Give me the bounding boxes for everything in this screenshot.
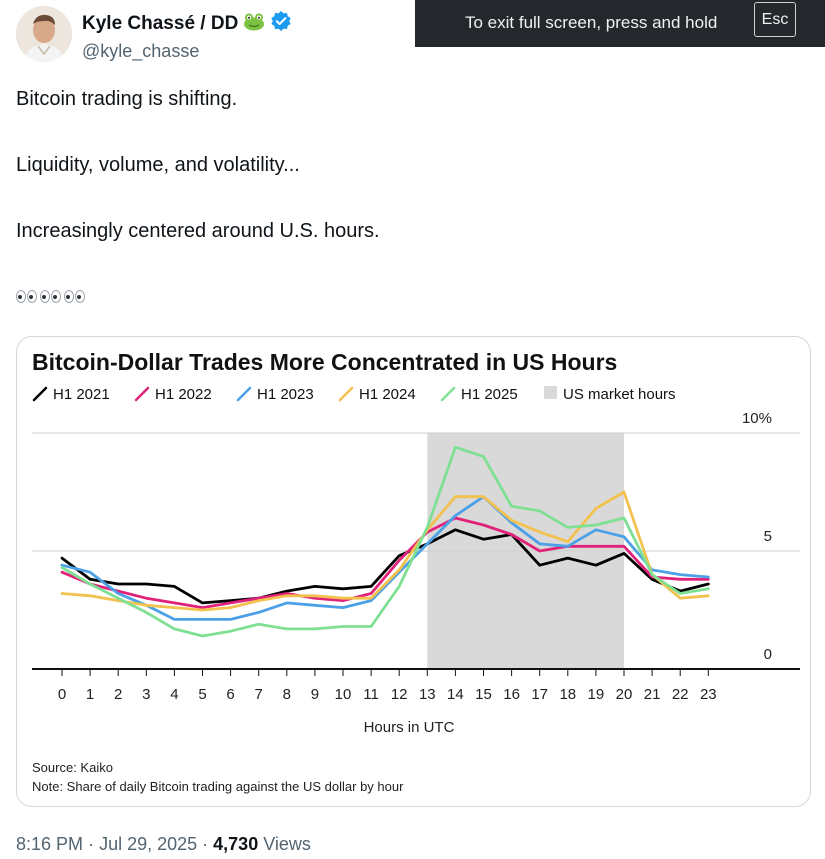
series-line-h1-2023 xyxy=(60,495,710,621)
x-tick-label: 2 xyxy=(114,686,122,703)
eyes-emoji-row xyxy=(16,290,85,303)
series-line-h1-2022 xyxy=(60,516,710,610)
chart-image-card[interactable]: Bitcoin-Dollar Trades More Concentrated … xyxy=(16,336,811,807)
tweet-header: Kyle Chassé / DD @kyle_chasse xyxy=(16,6,436,66)
legend-swatch xyxy=(134,386,150,402)
chart-legend: H1 2021 H1 2022 H1 2023 H1 2024 H1 2025 US ma… xyxy=(32,386,676,403)
chart-title: Bitcoin-Dollar Trades More Concentrated … xyxy=(32,349,617,375)
x-tick-label: 19 xyxy=(588,686,605,703)
x-tick-label: 3 xyxy=(142,686,150,703)
meta-separator: · xyxy=(202,834,214,854)
views-count: 4,730 xyxy=(213,834,259,854)
x-tick-label: 16 xyxy=(503,686,520,703)
views-label: Views xyxy=(263,834,311,854)
tweet-text-line: Liquidity, volume, and volatility... xyxy=(16,154,300,176)
x-tick-label: 21 xyxy=(644,686,661,703)
chart-source: Source: Kaiko xyxy=(32,760,113,775)
x-tick-label: 23 xyxy=(700,686,717,703)
x-tick-label: 17 xyxy=(531,686,548,703)
x-tick-label: 7 xyxy=(255,686,263,703)
x-tick-label: 18 xyxy=(559,686,576,703)
x-tick-label: 4 xyxy=(170,686,178,703)
y-tick-label: 10% xyxy=(742,410,772,427)
x-tick-label: 14 xyxy=(447,686,464,703)
display-name[interactable]: Kyle Chassé / DD xyxy=(82,12,239,34)
eyes-icon xyxy=(16,290,37,303)
series-line-h1-2025 xyxy=(60,445,710,638)
verified-badge-icon[interactable] xyxy=(270,10,292,37)
meta-separator: · xyxy=(88,834,100,854)
series-line-h1-2024 xyxy=(60,490,710,612)
name-row: Kyle Chassé / DD xyxy=(82,10,292,37)
esc-key-hint: Esc xyxy=(754,2,796,37)
legend-label: H1 2025 xyxy=(461,386,518,403)
x-tick-label: 5 xyxy=(198,686,206,703)
series-line-h1-2021 xyxy=(60,528,710,605)
tweet-date[interactable]: Jul 29, 2025 xyxy=(99,834,198,854)
x-tick-label: 9 xyxy=(311,686,319,703)
x-tick-label: 0 xyxy=(58,686,66,703)
eyes-icon xyxy=(40,290,61,303)
legend-swatch xyxy=(440,386,456,402)
x-tick-label: 15 xyxy=(475,686,492,703)
legend-swatch xyxy=(544,386,557,399)
eyes-icon xyxy=(64,290,85,303)
legend-label: H1 2022 xyxy=(155,386,212,403)
x-tick-label: 10 xyxy=(335,686,352,703)
tweet-meta: 8:16 PM · Jul 29, 2025 · 4,730 Views xyxy=(16,834,311,855)
tweet-text-line: Increasingly centered around U.S. hours. xyxy=(16,220,380,242)
x-axis-label: Hours in UTC xyxy=(364,719,455,736)
legend-label: US market hours xyxy=(563,386,676,403)
legend-label: H1 2024 xyxy=(359,386,416,403)
x-tick-label: 12 xyxy=(391,686,408,703)
chart-note: Note: Share of daily Bitcoin trading aga… xyxy=(32,779,404,794)
x-tick-label: 13 xyxy=(419,686,436,703)
y-tick-label: 0 xyxy=(764,646,772,663)
x-tick-label: 20 xyxy=(616,686,633,703)
fullscreen-banner-text: To exit full screen, press and hold xyxy=(465,13,718,32)
tweet-text-line: Bitcoin trading is shifting. xyxy=(16,88,238,110)
x-tick-label: 1 xyxy=(86,686,94,703)
legend-swatch xyxy=(236,386,252,402)
legend-label: H1 2021 xyxy=(53,386,110,403)
fullscreen-exit-banner: To exit full screen, press and hold Esc xyxy=(415,0,825,47)
chart-svg: Bitcoin-Dollar Trades More Concentrated … xyxy=(32,349,800,794)
x-tick-label: 8 xyxy=(283,686,291,703)
tweet-time[interactable]: 8:16 PM xyxy=(16,834,84,854)
legend-label: H1 2023 xyxy=(257,386,314,403)
legend-swatch xyxy=(338,386,354,402)
x-tick-label: 6 xyxy=(226,686,234,703)
plot-area: 10%500 1 2 3 4 5 6 7 8 9 10 11 12 13 14 15 16 17 18 19 20 21 2… xyxy=(32,410,800,703)
y-tick-label: 5 xyxy=(764,528,772,545)
legend-swatch xyxy=(32,386,48,402)
user-handle[interactable]: @kyle_chasse xyxy=(82,41,200,61)
x-tick-label: 22 xyxy=(672,686,689,703)
x-tick-label: 11 xyxy=(363,686,379,703)
avatar[interactable] xyxy=(16,6,72,62)
frog-icon xyxy=(242,11,266,36)
